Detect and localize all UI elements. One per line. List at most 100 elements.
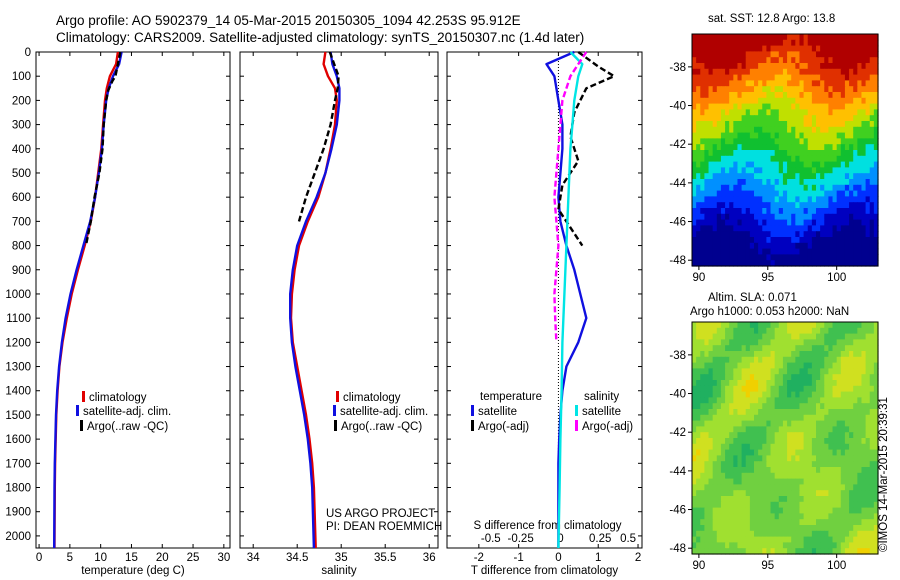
heatmap-cell <box>770 196 776 203</box>
heatmap-cell <box>762 496 767 503</box>
heatmap-cell <box>749 68 755 76</box>
heatmap-cell <box>811 351 817 358</box>
heatmap-cell <box>836 461 842 468</box>
y-tick-label: -46 <box>669 217 686 229</box>
heatmap-cell <box>807 380 813 387</box>
heatmap-cell <box>778 167 784 174</box>
heatmap-cell <box>725 391 730 398</box>
heatmap-cell <box>791 92 796 99</box>
heatmap-cell <box>716 225 722 232</box>
heatmap-cell <box>704 432 710 439</box>
heatmap-cell <box>733 196 739 203</box>
heatmap-cell <box>828 536 834 543</box>
heatmap-cell <box>696 548 701 555</box>
heatmap-cell <box>840 380 846 387</box>
heatmap-cell <box>733 86 739 93</box>
heatmap-cell <box>803 34 809 41</box>
heatmap-cell <box>758 248 763 255</box>
heatmap-cell <box>857 121 863 128</box>
heatmap-cell <box>816 74 821 81</box>
heatmap-cell <box>762 501 767 509</box>
heatmap-cell <box>861 356 867 364</box>
heatmap-cell <box>704 45 710 52</box>
heatmap-cell <box>873 409 879 416</box>
heatmap-cell <box>816 138 821 145</box>
heatmap-cell <box>774 397 780 404</box>
heatmap-cell <box>816 443 821 451</box>
heatmap-cell <box>708 368 714 375</box>
heatmap-cell <box>820 513 825 520</box>
heatmap-cell <box>865 438 871 445</box>
heatmap-cell <box>844 490 850 497</box>
heatmap-cell <box>692 339 697 346</box>
heatmap-cell <box>816 467 821 474</box>
heatmap-cell <box>733 208 739 215</box>
heatmap-cell <box>770 63 776 70</box>
y-tick-label: 1500 <box>5 410 31 422</box>
heatmap-cell <box>811 455 817 462</box>
heatmap-cell <box>774 39 780 47</box>
heatmap-cell <box>720 97 726 105</box>
heatmap-cell <box>844 34 850 41</box>
heatmap-cell <box>729 478 734 485</box>
heatmap-cell <box>754 542 759 549</box>
heatmap-cell <box>799 92 805 99</box>
y-tick-label: 1300 <box>5 362 31 374</box>
heatmap-cell <box>725 115 730 122</box>
heatmap-cell <box>865 420 871 427</box>
heatmap-cell <box>733 57 739 64</box>
heatmap-cell <box>795 525 801 532</box>
heatmap-cell <box>820 345 825 352</box>
heatmap-cell <box>749 391 755 398</box>
heatmap-cell <box>729 173 734 180</box>
heatmap-cell <box>865 455 871 462</box>
heatmap-cell <box>820 542 825 549</box>
heatmap-cell <box>778 202 784 209</box>
heatmap-cell <box>778 74 784 81</box>
heatmap-cell <box>704 426 710 433</box>
heatmap-cell <box>762 196 767 203</box>
heatmap-cell <box>832 86 838 93</box>
heatmap-cell <box>778 368 784 375</box>
heatmap-cell <box>840 150 846 157</box>
heatmap-cell <box>836 184 842 192</box>
heatmap-cell <box>741 351 747 358</box>
heatmap-cell <box>840 409 846 416</box>
heatmap-cell <box>716 190 722 197</box>
heatmap-cell <box>741 467 747 474</box>
heatmap-cell <box>811 190 817 197</box>
heatmap-cell <box>720 213 726 221</box>
heatmap-cell <box>770 333 776 340</box>
heatmap-cell <box>696 121 701 128</box>
heatmap-cell <box>770 126 776 134</box>
heatmap-cell <box>836 449 842 456</box>
heatmap-cell <box>720 132 726 139</box>
heatmap-cell <box>861 385 867 393</box>
heatmap-cell <box>708 242 714 250</box>
heatmap-cell <box>749 34 755 41</box>
heatmap-cell <box>865 68 871 76</box>
heatmap-cell <box>696 45 701 52</box>
heatmap-cell <box>861 484 867 491</box>
heatmap-cell <box>824 208 829 215</box>
heatmap-cell <box>745 225 751 232</box>
heatmap-cell <box>865 202 871 209</box>
heatmap-cell <box>873 420 879 427</box>
heatmap-cell <box>720 530 726 538</box>
heatmap-cell <box>737 51 743 58</box>
heatmap-cell <box>873 397 879 404</box>
heatmap-cell <box>865 248 871 255</box>
heatmap-cell <box>861 380 867 387</box>
heatmap-cell <box>745 57 751 64</box>
heatmap-cell <box>778 327 784 335</box>
heatmap-cell <box>716 391 722 398</box>
heatmap-cell <box>704 219 710 226</box>
heatmap-cell <box>840 86 846 93</box>
heatmap-cell <box>803 513 809 520</box>
heatmap-cell <box>745 519 751 526</box>
heatmap-cell <box>700 132 705 139</box>
heatmap-cell <box>828 496 834 503</box>
heatmap-cell <box>749 242 755 250</box>
heatmap-cell <box>729 179 734 186</box>
heatmap-cell <box>861 103 867 110</box>
